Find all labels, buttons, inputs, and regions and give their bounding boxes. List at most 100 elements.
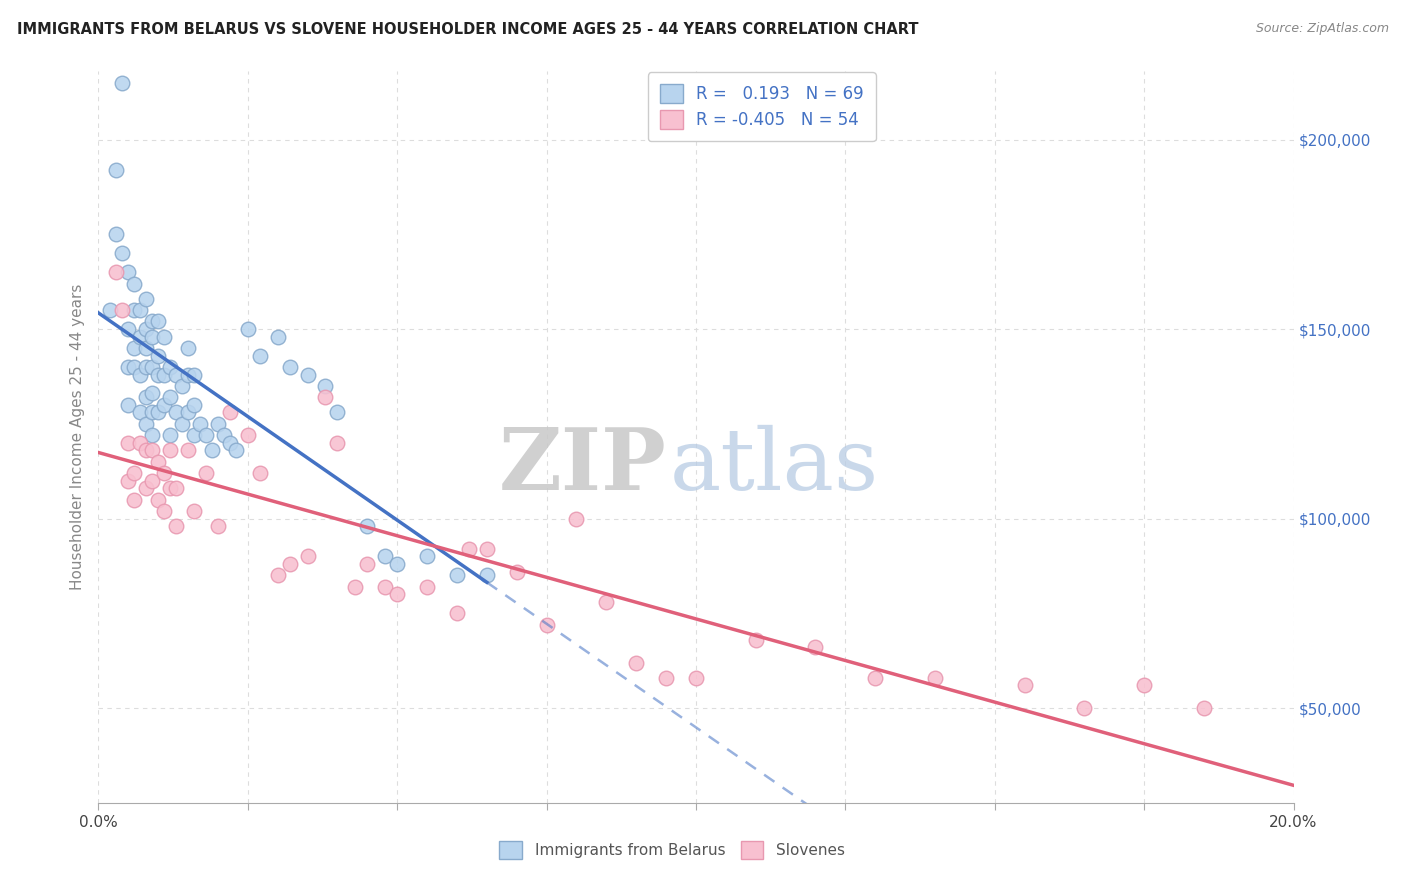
Point: [153, 329, 176, 343]
Point: [153, 466, 176, 480]
Point: [446, 568, 468, 582]
Point: [804, 640, 827, 655]
Point: [141, 474, 163, 488]
Point: [153, 504, 176, 518]
Point: [129, 368, 152, 382]
Text: Source: ZipAtlas.com: Source: ZipAtlas.com: [1256, 22, 1389, 36]
Point: [177, 405, 200, 419]
Point: [124, 341, 146, 355]
Point: [135, 481, 157, 495]
Point: [159, 390, 181, 404]
Text: IMMIGRANTS FROM BELARUS VS SLOVENE HOUSEHOLDER INCOME AGES 25 - 44 YEARS CORRELA: IMMIGRANTS FROM BELARUS VS SLOVENE HOUSE…: [17, 22, 918, 37]
Point: [105, 227, 128, 242]
Point: [141, 329, 163, 343]
Point: [124, 466, 146, 480]
Point: [124, 359, 146, 374]
Point: [475, 568, 498, 582]
Point: [124, 277, 146, 291]
Point: [219, 405, 242, 419]
Point: [117, 265, 139, 279]
Point: [135, 390, 157, 404]
Point: [1192, 701, 1215, 715]
Point: [326, 405, 349, 419]
Point: [159, 359, 181, 374]
Point: [111, 246, 134, 260]
Point: [385, 587, 409, 601]
Point: [98, 303, 122, 318]
Point: [105, 265, 128, 279]
Point: [924, 671, 946, 685]
Point: [267, 329, 290, 343]
Point: [135, 443, 157, 458]
Point: [506, 565, 529, 579]
Point: [124, 492, 146, 507]
Text: ZIP: ZIP: [498, 425, 666, 508]
Point: [117, 398, 139, 412]
Point: [183, 398, 205, 412]
Point: [458, 541, 481, 556]
Point: [374, 580, 396, 594]
Point: [236, 428, 259, 442]
Point: [374, 549, 396, 564]
Point: [655, 671, 678, 685]
Point: [124, 303, 146, 318]
Point: [1014, 678, 1036, 692]
Point: [165, 368, 187, 382]
Point: [249, 466, 271, 480]
Point: [153, 368, 176, 382]
Point: [565, 511, 588, 525]
Legend: Immigrants from Belarus, Slovenes: Immigrants from Belarus, Slovenes: [494, 835, 851, 864]
Point: [117, 322, 139, 336]
Point: [267, 568, 290, 582]
Point: [105, 162, 128, 177]
Point: [172, 417, 194, 431]
Point: [626, 656, 648, 670]
Point: [141, 386, 163, 401]
Point: [183, 368, 205, 382]
Point: [745, 632, 768, 647]
Point: [177, 443, 200, 458]
Point: [219, 435, 242, 450]
Point: [326, 435, 349, 450]
Point: [595, 595, 617, 609]
Text: atlas: atlas: [669, 425, 879, 508]
Point: [416, 549, 439, 564]
Point: [207, 519, 229, 533]
Point: [165, 481, 187, 495]
Point: [536, 617, 558, 632]
Point: [315, 390, 337, 404]
Point: [129, 329, 152, 343]
Point: [207, 417, 229, 431]
Point: [225, 443, 247, 458]
Point: [141, 359, 163, 374]
Point: [183, 504, 205, 518]
Point: [685, 671, 707, 685]
Point: [135, 359, 157, 374]
Point: [356, 519, 378, 533]
Point: [159, 481, 181, 495]
Point: [141, 405, 163, 419]
Point: [212, 428, 235, 442]
Point: [297, 368, 319, 382]
Point: [135, 417, 157, 431]
Point: [111, 303, 134, 318]
Point: [188, 417, 211, 431]
Point: [1073, 701, 1095, 715]
Point: [416, 580, 439, 594]
Point: [159, 428, 181, 442]
Point: [356, 557, 378, 571]
Point: [177, 341, 200, 355]
Point: [159, 443, 181, 458]
Point: [865, 671, 887, 685]
Point: [177, 368, 200, 382]
Point: [165, 405, 187, 419]
Point: [153, 398, 176, 412]
Point: [195, 428, 218, 442]
Point: [111, 76, 134, 90]
Point: [183, 428, 205, 442]
Point: [172, 379, 194, 393]
Point: [117, 359, 139, 374]
Point: [141, 443, 163, 458]
Point: [129, 405, 152, 419]
Point: [278, 557, 301, 571]
